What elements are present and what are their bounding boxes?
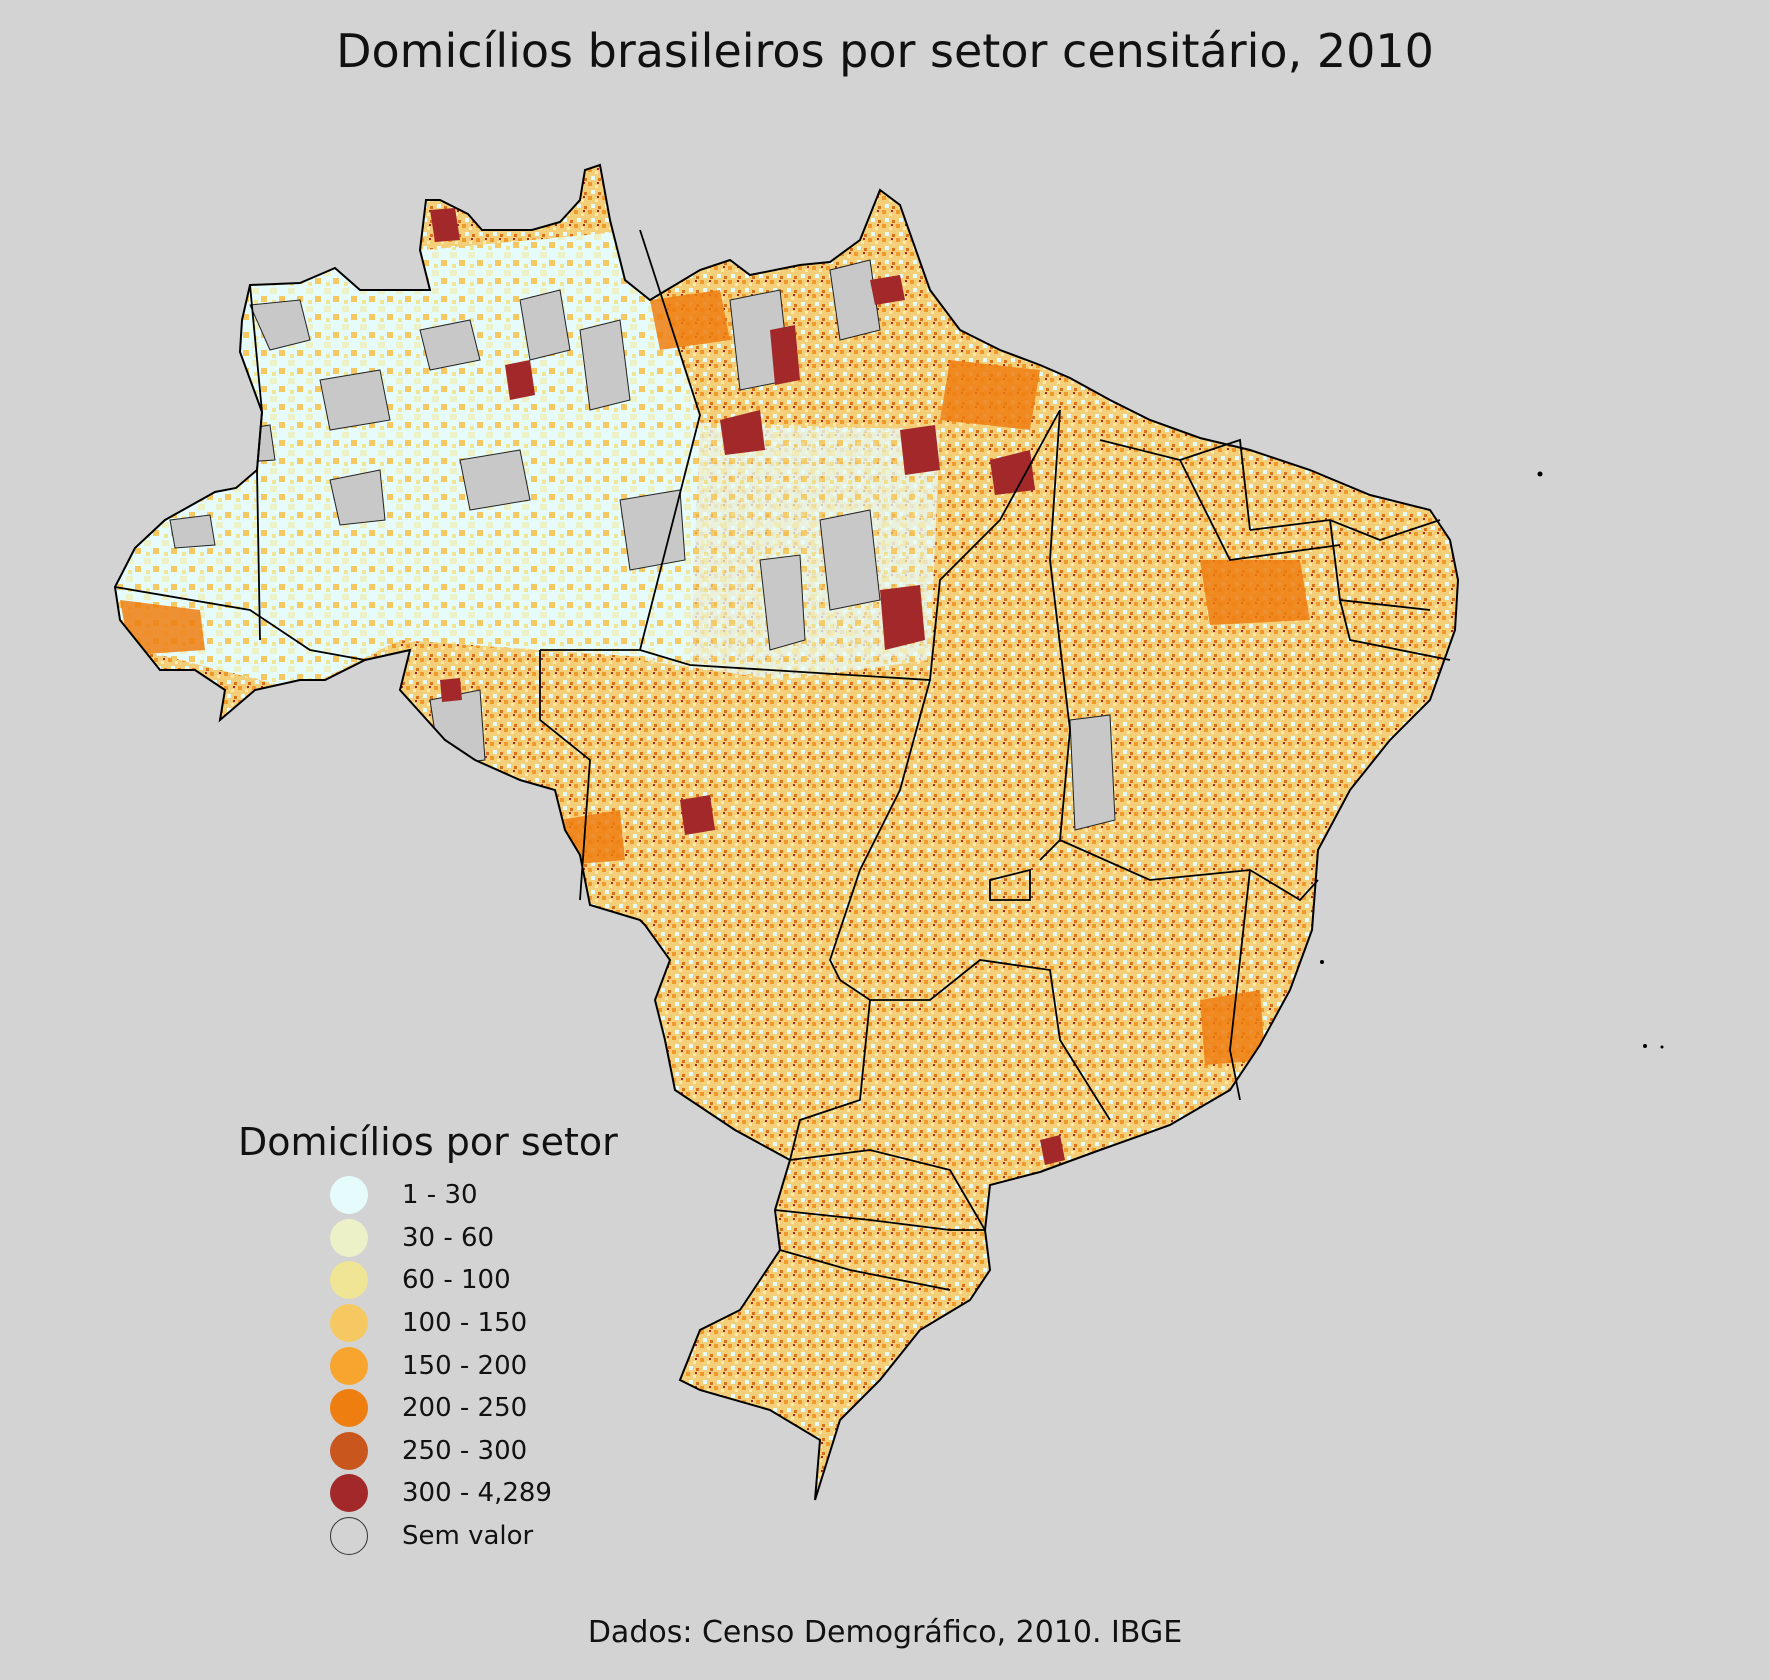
islands: [1320, 471, 1664, 1049]
legend-swatch: [330, 1431, 368, 1470]
legend-label: 200 - 250: [402, 1393, 528, 1424]
legend-swatch: [330, 1218, 368, 1257]
legend-label: Sem valor: [402, 1521, 534, 1552]
legend-swatch: [330, 1176, 368, 1215]
no-data-areas: [169, 259, 1116, 831]
legend-label: 30 - 60: [402, 1222, 495, 1253]
legend-item: 200 - 250: [238, 1387, 708, 1430]
legend-item: 100 - 150: [238, 1302, 708, 1345]
high-density-areas: [430, 208, 1065, 1165]
legend-swatch: [330, 1346, 368, 1385]
legend-item: 1 - 30: [238, 1174, 708, 1217]
legend: Domicílios por setor 1 - 30 30 - 60 60 -…: [238, 1120, 708, 1557]
legend-label: 100 - 150: [402, 1308, 528, 1339]
legend-label: 60 - 100: [402, 1265, 511, 1296]
legend-item: 30 - 60: [238, 1217, 708, 1260]
legend-swatch: [330, 1389, 368, 1428]
legend-swatch: [330, 1517, 368, 1556]
legend-label: 300 - 4,289: [402, 1478, 552, 1509]
legend-label: 150 - 200: [402, 1350, 528, 1381]
legend-label: 1 - 30: [402, 1180, 478, 1211]
legend-title: Domicílios por setor: [238, 1120, 618, 1164]
legend-item: 60 - 100: [238, 1259, 708, 1302]
region-para-sparse: [620, 420, 940, 680]
source-note: Dados: Censo Demográfico, 2010. IBGE: [587, 1615, 1183, 1650]
legend-swatch: [330, 1261, 368, 1300]
legend-item: Sem valor: [238, 1515, 708, 1558]
map-title: Domicílios brasileiros por setor censitá…: [336, 24, 1434, 78]
legend-item: 300 - 4,289: [238, 1472, 708, 1515]
legend-swatch: [330, 1474, 368, 1513]
state-borders: [114, 229, 1451, 1291]
legend-item: 250 - 300: [238, 1430, 708, 1473]
legend-label: 250 - 300: [402, 1435, 528, 1466]
legend-swatch: [330, 1304, 368, 1343]
legend-item: 150 - 200: [238, 1344, 708, 1387]
